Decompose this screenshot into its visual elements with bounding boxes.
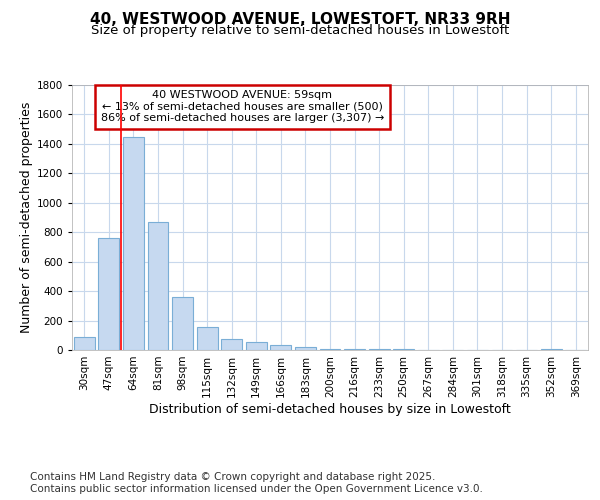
Bar (320, 348, 340, 350)
Bar (74, 337, 95, 350)
Bar (295, 347, 316, 350)
Bar (172, 297, 193, 350)
Y-axis label: Number of semi-detached properties: Number of semi-detached properties (20, 102, 32, 333)
Bar (271, 345, 292, 350)
Text: Contains public sector information licensed under the Open Government Licence v3: Contains public sector information licen… (30, 484, 483, 494)
Text: 40 WESTWOOD AVENUE: 59sqm
← 13% of semi-detached houses are smaller (500)
86% of: 40 WESTWOOD AVENUE: 59sqm ← 13% of semi-… (101, 90, 384, 124)
Text: Contains HM Land Registry data © Crown copyright and database right 2025.: Contains HM Land Registry data © Crown c… (30, 472, 436, 482)
Bar (221, 339, 242, 350)
Bar (123, 136, 144, 350)
Text: Size of property relative to semi-detached houses in Lowestoft: Size of property relative to semi-detach… (91, 24, 509, 37)
Bar (98, 238, 119, 350)
Text: 40, WESTWOOD AVENUE, LOWESTOFT, NR33 9RH: 40, WESTWOOD AVENUE, LOWESTOFT, NR33 9RH (90, 12, 510, 28)
Bar (246, 342, 267, 350)
Bar (344, 348, 365, 350)
X-axis label: Distribution of semi-detached houses by size in Lowestoft: Distribution of semi-detached houses by … (149, 402, 511, 415)
Bar (148, 222, 169, 350)
Bar (197, 327, 218, 350)
